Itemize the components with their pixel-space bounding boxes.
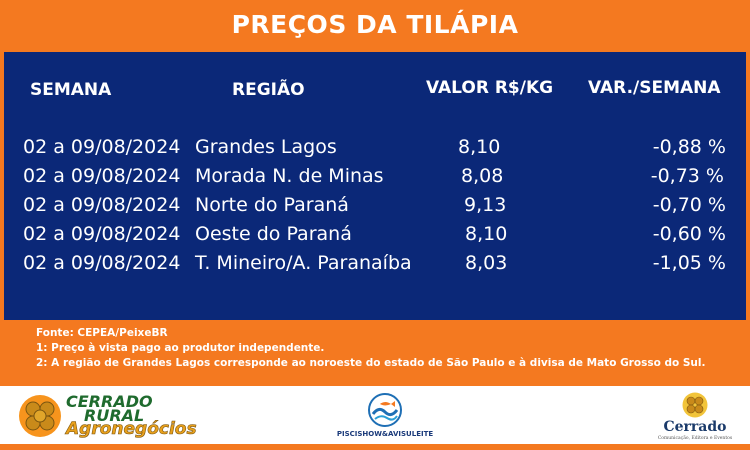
cell-region: T. Mineiro/A. Paranaíba xyxy=(195,252,412,274)
header-value: VALOR R$/KG xyxy=(426,78,554,98)
title-bar: PREÇOS DA TILÁPIA xyxy=(0,0,750,48)
cell-variation: -1,05 % xyxy=(652,252,726,274)
piscishow-text: PISCISHOW&AVISULEITE xyxy=(336,430,434,438)
cell-week: 02 a 09/08/2024 xyxy=(23,194,181,216)
cell-week: 02 a 09/08/2024 xyxy=(23,136,181,158)
header-variation: VAR./SEMANA xyxy=(588,78,721,98)
cell-region: Oeste do Paraná xyxy=(195,223,352,245)
cell-variation: -0,73 % xyxy=(650,165,724,187)
cell-week: 02 a 09/08/2024 xyxy=(23,223,181,245)
cell-region: Grandes Lagos xyxy=(195,136,337,158)
footnote-1: 1: Preço à vista pago ao produtor indepe… xyxy=(36,342,325,354)
cerrado-tagline: Comunicação, Editora e Eventos xyxy=(657,436,733,441)
bottom-strip xyxy=(0,444,750,450)
footnotes: Fonte: CEPEA/PeixeBR 1: Preço à vista pa… xyxy=(36,326,736,371)
cell-week: 02 a 09/08/2024 xyxy=(23,252,181,274)
cerrado-comunicacao-logo: Cerrado Comunicação, Editora e Eventos xyxy=(650,392,740,442)
logo-line-2: RURAL xyxy=(84,406,145,425)
coins-icon xyxy=(682,392,708,418)
cerrado-name: Cerrado xyxy=(663,419,727,435)
cell-variation: -0,88 % xyxy=(652,136,726,158)
source-note: Fonte: CEPEA/PeixeBR xyxy=(36,327,168,339)
page-title: PREÇOS DA TILÁPIA xyxy=(231,9,519,39)
logo-line-1: CERRADO xyxy=(66,392,153,411)
cell-value: 8,03 xyxy=(465,252,508,274)
cell-value: 8,10 xyxy=(465,223,508,245)
cell-variation: -0,60 % xyxy=(652,223,726,245)
header-week: SEMANA xyxy=(30,80,112,100)
coins-icon xyxy=(19,395,61,437)
cell-value: 9,13 xyxy=(464,194,507,216)
cell-variation: -0,70 % xyxy=(652,194,726,216)
cell-value: 8,08 xyxy=(461,165,504,187)
fish-wave-icon xyxy=(368,393,402,427)
price-table: SEMANA REGIÃO VALOR R$/KG VAR./SEMANA 02… xyxy=(4,52,746,320)
footnote-2: 2: A região de Grandes Lagos corresponde… xyxy=(36,357,706,369)
cell-week: 02 a 09/08/2024 xyxy=(23,165,181,187)
cell-region: Norte do Paraná xyxy=(195,194,349,216)
cell-value: 8,10 xyxy=(458,136,501,158)
header-region: REGIÃO xyxy=(232,80,305,100)
logo-line-3: Agronegócios xyxy=(66,419,197,440)
cell-region: Morada N. de Minas xyxy=(195,165,384,187)
piscishow-logo: PISCISHOW&AVISULEITE xyxy=(330,392,440,440)
cerrado-rural-logo: CERRADO RURAL Agronegócios xyxy=(18,392,218,440)
